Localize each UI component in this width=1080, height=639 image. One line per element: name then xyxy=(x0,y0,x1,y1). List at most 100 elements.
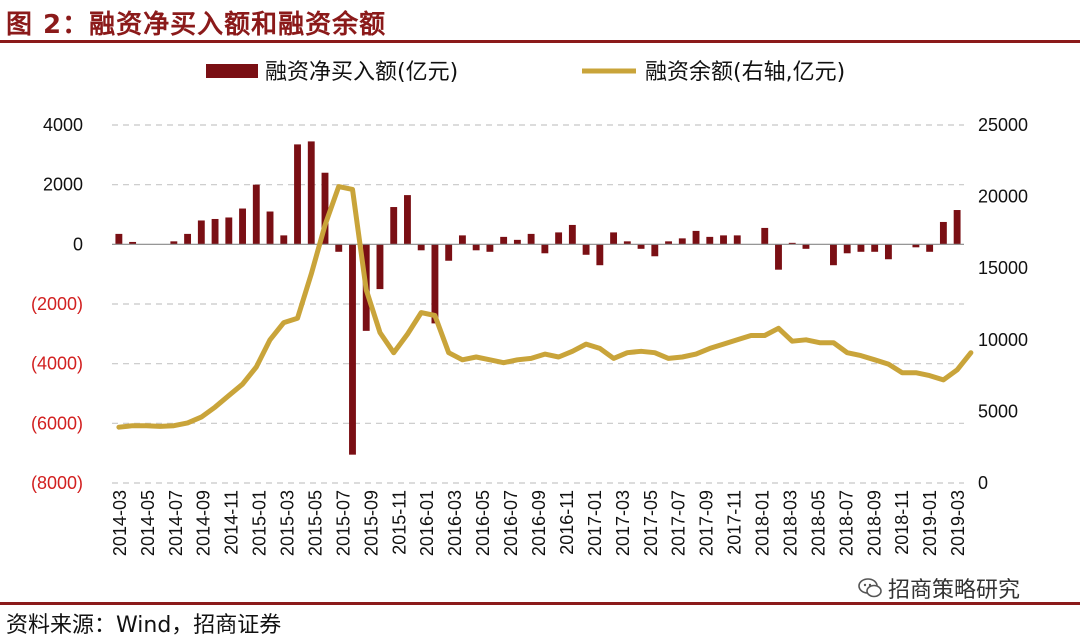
bar xyxy=(912,244,920,248)
bar xyxy=(486,244,494,252)
chart-title: 图 2：融资净买入额和融资余额 xyxy=(6,10,387,40)
bar xyxy=(294,144,301,245)
bar xyxy=(390,207,398,245)
bar xyxy=(871,244,879,252)
bar xyxy=(513,239,521,245)
x-tick-label: 2018-11 xyxy=(892,490,912,555)
bar xyxy=(115,233,123,245)
bar xyxy=(706,236,714,245)
bar xyxy=(857,244,865,252)
bar xyxy=(211,218,219,245)
y-right-tick-label: 0 xyxy=(978,473,988,493)
x-tick-label: 2017-09 xyxy=(697,490,717,556)
bar xyxy=(610,232,618,245)
bar xyxy=(239,208,246,245)
x-tick-label: 2018-07 xyxy=(836,490,856,556)
x-tick-label: 2015-11 xyxy=(389,490,409,555)
bar xyxy=(335,244,343,252)
bar xyxy=(926,244,934,252)
bar xyxy=(761,227,769,245)
bar xyxy=(720,235,727,245)
bar xyxy=(197,220,205,245)
bar xyxy=(830,244,837,266)
footer-divider xyxy=(0,602,1080,605)
bar xyxy=(170,241,178,245)
bar xyxy=(651,244,659,257)
x-tick-label: 2015-09 xyxy=(361,490,381,556)
bar xyxy=(458,235,466,245)
bar xyxy=(637,244,645,249)
title-divider xyxy=(0,40,1080,43)
y-right-tick-label: 5000 xyxy=(978,401,1018,421)
x-tick-label: 2019-01 xyxy=(920,490,940,556)
bar xyxy=(500,236,508,245)
x-tick-label: 2016-01 xyxy=(417,490,437,556)
watermark: 招商策略研究 xyxy=(858,572,1020,604)
x-tick-label: 2014-07 xyxy=(166,490,186,556)
x-tick-label: 2016-07 xyxy=(501,490,521,556)
y-right-tick-label: 20000 xyxy=(978,187,1028,207)
bar xyxy=(527,233,535,245)
bar xyxy=(884,244,892,260)
bar xyxy=(733,235,741,245)
bar xyxy=(568,224,576,245)
legend-label-line: 融资余额(右轴,亿元) xyxy=(645,60,845,85)
y-right-tick-label: 25000 xyxy=(978,115,1028,135)
x-tick-label: 2017-05 xyxy=(641,490,661,556)
watermark-text: 招商策略研究 xyxy=(888,578,1021,603)
bar xyxy=(376,244,384,290)
bar xyxy=(417,244,425,251)
source-note: 资料来源：Wind，招商证券 xyxy=(6,613,282,638)
bar xyxy=(623,241,631,245)
x-tick-label: 2015-07 xyxy=(333,490,353,556)
y-left-tick-label: (4000) xyxy=(31,354,83,374)
x-tick-label: 2014-05 xyxy=(138,490,158,556)
y-left-tick-label: 0 xyxy=(73,234,83,254)
y-left-tick-label: 4000 xyxy=(43,115,83,135)
bar xyxy=(692,230,700,245)
bar xyxy=(582,244,590,255)
x-tick-label: 2018-01 xyxy=(753,490,773,556)
x-tick-label: 2016-11 xyxy=(557,490,577,555)
x-tick-label: 2014-09 xyxy=(194,490,214,556)
bar xyxy=(541,244,549,254)
bar xyxy=(184,233,192,245)
x-tick-label: 2015-05 xyxy=(305,490,325,556)
x-tick-label: 2016-03 xyxy=(445,490,465,556)
bar xyxy=(775,244,782,270)
bar xyxy=(266,211,274,245)
bar xyxy=(349,244,356,455)
bar xyxy=(939,221,947,245)
x-tick-label: 2017-07 xyxy=(669,490,689,556)
x-tick-label: 2018-09 xyxy=(864,490,884,556)
y-right-tick-label: 10000 xyxy=(978,330,1028,350)
x-tick-label: 2018-03 xyxy=(780,490,800,556)
bar xyxy=(321,172,329,245)
x-tick-label: 2016-05 xyxy=(473,490,493,556)
bar xyxy=(431,244,439,324)
x-tick-label: 2017-01 xyxy=(585,490,605,556)
bar xyxy=(665,241,672,245)
bar xyxy=(225,217,233,245)
bar xyxy=(280,235,288,245)
wechat-icon xyxy=(858,578,882,598)
legend-swatch-bar xyxy=(206,64,258,78)
bar xyxy=(802,244,810,249)
bar xyxy=(307,141,315,245)
y-left-tick-label: (6000) xyxy=(31,413,83,433)
bar xyxy=(555,232,563,245)
x-tick-label: 2018-05 xyxy=(808,490,828,556)
x-tick-label: 2014-11 xyxy=(222,490,242,555)
bar xyxy=(678,238,686,245)
y-left-tick-label: 2000 xyxy=(43,175,83,195)
x-tick-label: 2015-01 xyxy=(250,490,270,556)
x-tick-label: 2014-03 xyxy=(110,490,130,556)
x-tick-label: 2017-11 xyxy=(725,490,745,555)
y-left-tick-label: (2000) xyxy=(31,294,83,314)
y-right-tick-label: 15000 xyxy=(978,258,1028,278)
bar xyxy=(596,244,604,266)
bar xyxy=(843,244,851,254)
x-tick-label: 2015-03 xyxy=(278,490,298,556)
bar xyxy=(788,242,796,245)
bar xyxy=(472,244,480,251)
